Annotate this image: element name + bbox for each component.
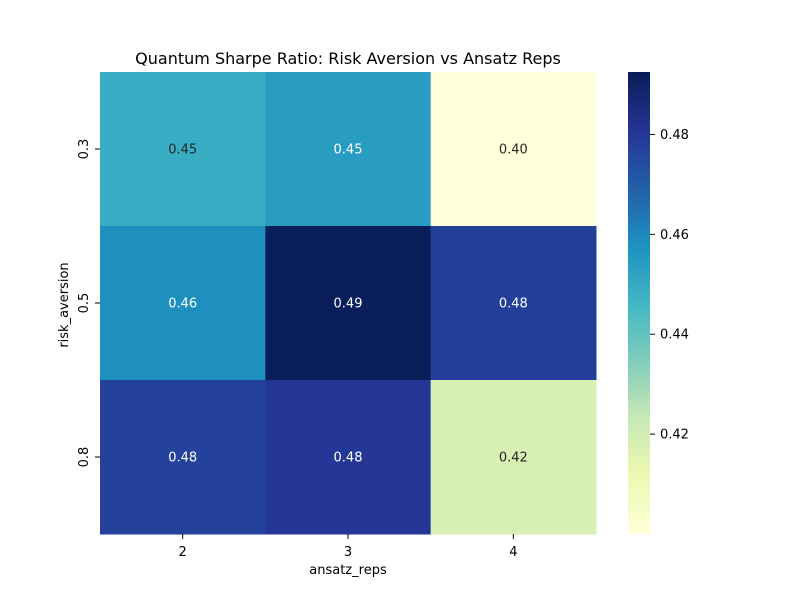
heatmap-cells (100, 72, 597, 535)
colorbar: 0.42 0.44 0.46 0.48 (628, 72, 689, 534)
heatmap-cell (430, 72, 597, 227)
heatmap-cell-label: 0.45 (334, 143, 363, 158)
colorbar-tick-label: 0.44 (660, 328, 689, 343)
colorbar-tick-label: 0.48 (660, 128, 689, 143)
x-axis: 2 3 4 (179, 534, 517, 560)
x-tick-label: 4 (509, 545, 517, 560)
heatmap-cell (265, 72, 432, 227)
y-axis-label: risk_aversion (57, 262, 72, 347)
x-axis-label: ansatz_reps (309, 563, 387, 578)
heatmap-cell (100, 380, 266, 535)
heatmap-cell (430, 226, 597, 381)
heatmap-cell-label: 0.42 (499, 451, 528, 466)
chart-title: Quantum Sharpe Ratio: Risk Aversion vs A… (135, 49, 561, 68)
colorbar-gradient (628, 72, 650, 534)
heatmap-cell-label: 0.46 (168, 297, 197, 312)
heatmap-cell (265, 226, 432, 381)
y-tick-label: 0.8 (77, 447, 92, 468)
heatmap-cell-label: 0.48 (499, 297, 528, 312)
y-axis: 0.3 0.5 0.8 (77, 139, 100, 468)
heatmap-cell-label: 0.48 (334, 451, 363, 466)
colorbar-tick-label: 0.42 (660, 428, 689, 443)
heatmap-cell (100, 72, 266, 227)
x-tick-label: 2 (179, 545, 187, 560)
heatmap-cell (265, 380, 432, 535)
heatmap-cell-labels: 0.45 0.45 0.40 0.46 0.49 0.48 0.48 0.48 0.42 (168, 143, 528, 466)
y-tick-label: 0.5 (77, 293, 92, 314)
heatmap-cell (430, 380, 597, 535)
x-tick-label: 3 (344, 545, 352, 560)
heatmap-cell-label: 0.45 (168, 143, 197, 158)
heatmap-cell-label: 0.49 (334, 297, 363, 312)
y-tick-label: 0.3 (77, 139, 92, 160)
heatmap-cell-label: 0.40 (499, 143, 528, 158)
colorbar-tick-label: 0.46 (660, 228, 689, 243)
heatmap-cell (100, 226, 266, 381)
heatmap-cell-label: 0.48 (168, 451, 197, 466)
